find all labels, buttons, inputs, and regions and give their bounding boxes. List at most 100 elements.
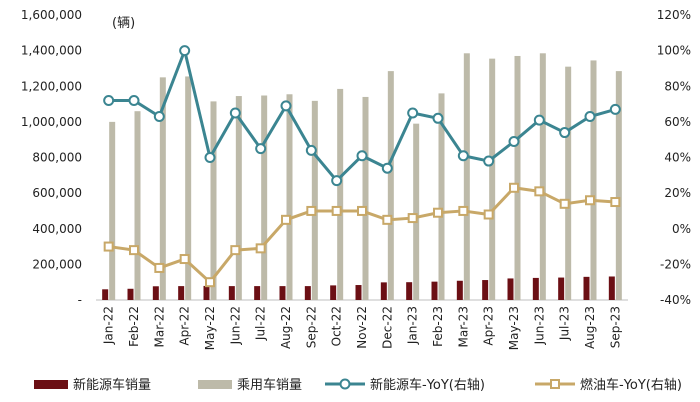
right-tick-label: 100% [657,44,691,58]
legend-label: 燃油车-YoY(右轴) [580,377,682,393]
legend-item: 新能源车-YoY(右轴) [325,377,485,393]
bar-nev-Nov-22 [355,285,362,300]
legend-swatch [34,380,68,389]
point-ice-yoy-Jul-23 [559,198,570,209]
bar-nev-Jul-23 [558,277,565,300]
point-nev-yoy-Jul-23 [559,127,571,139]
point-ice-yoy-Dec-22 [382,214,393,225]
point-nev-yoy-May-22 [204,152,216,163]
bar-nev-May-23 [507,278,514,300]
x-tick-label: Feb-23 [431,306,445,347]
x-tick-label: Aug-22 [279,306,293,349]
bar-nev-May-22 [203,285,210,300]
left-tick-label: 600,000 [32,186,82,200]
bar-passenger-Apr-23 [489,58,496,300]
point-ice-yoy-Jan-23 [407,213,418,224]
x-tick-label: Feb-22 [127,306,141,347]
point-nev-yoy-Jan-23 [407,107,419,119]
left-tick-label: 1,200,000 [21,79,82,93]
right-tick-label: 120% [657,8,691,22]
point-ice-yoy-Apr-23 [483,209,494,220]
point-nev-yoy-Jun-22 [229,107,241,119]
bar-nev-Apr-22 [178,286,185,300]
point-ice-yoy-Aug-22 [281,214,291,225]
bar-nev-Dec-22 [380,282,387,300]
left-tick-label: 1,400,000 [21,44,82,58]
left-tick-label: 1,600,000 [21,8,82,22]
bar-passenger-Jan-22 [109,121,116,301]
right-tick-label: -20% [660,257,691,271]
x-tick-label: Sep-22 [304,306,318,348]
point-ice-yoy-Feb-22 [129,245,139,256]
x-tick-label: Jan-23 [406,306,420,345]
bar-passenger-Jan-23 [413,123,420,300]
bar-passenger-Oct-22 [337,88,344,300]
point-nev-yoy-Jun-23 [533,114,545,126]
x-tick-label: Jul-22 [254,306,268,341]
legend-item: 燃油车-YoY(右轴) [535,377,682,393]
point-nev-yoy-Sep-23 [609,103,621,115]
point-ice-yoy-Oct-22 [331,205,342,216]
point-nev-yoy-Oct-22 [331,175,343,187]
legend-label: 乘用车销量 [237,377,302,393]
point-nev-yoy-May-23 [508,135,520,147]
left-axis-unit: (辆) [112,16,135,31]
point-ice-yoy-Jun-22 [230,245,241,256]
legend-item: 新能源车销量 [34,377,151,393]
line-ice-yoy [108,186,616,284]
bar-nev-Sep-23 [608,276,615,300]
point-ice-yoy-May-23 [509,182,519,193]
point-nev-yoy-Feb-23 [432,112,444,124]
bar-nev-Jun-23 [532,277,539,300]
bar-passenger-Jul-23 [565,66,572,300]
point-nev-yoy-Apr-23 [483,155,495,167]
bar-passenger-Dec-22 [387,71,394,300]
point-ice-yoy-Mar-23 [458,205,469,216]
x-tick-label: Nov-22 [355,306,369,349]
point-ice-yoy-Aug-23 [585,195,595,206]
left-tick-label: 1,000,000 [21,115,82,129]
point-nev-yoy-Jan-22 [103,95,115,106]
x-tick-label: Apr-23 [482,306,496,346]
legend-swatch [198,380,232,389]
left-tick-label: - [78,293,82,307]
point-ice-yoy-Nov-22 [357,205,367,216]
x-tick-label: Mar-22 [152,306,166,347]
point-ice-yoy-Mar-22 [154,262,165,273]
x-tick-label: Mar-23 [456,306,470,347]
bar-passenger-Feb-22 [134,111,141,300]
bar-nev-Jul-22 [254,286,261,300]
legend-label: 新能源车销量 [73,377,151,393]
point-nev-yoy-Dec-22 [381,162,393,174]
right-tick-label: 60% [664,115,691,129]
point-nev-yoy-Mar-23 [457,150,469,162]
x-tick-label: Aug-23 [583,306,597,349]
x-tick-label: Sep-23 [608,306,622,348]
x-tick-label: Jun-22 [228,306,242,345]
point-ice-yoy-Apr-22 [179,254,190,265]
point-nev-yoy-Mar-22 [153,111,165,123]
left-tick-label: 200,000 [32,257,82,271]
left-tick-label: 400,000 [32,222,82,236]
point-nev-yoy-Sep-22 [305,144,317,156]
point-nev-yoy-Aug-23 [584,111,596,123]
bar-nev-Mar-23 [456,280,463,300]
point-ice-yoy-Jun-23 [534,186,545,197]
bar-nev-Aug-22 [279,286,286,300]
point-ice-yoy-Sep-22 [306,205,317,216]
point-nev-yoy-Nov-22 [356,150,368,162]
bar-passenger-Feb-23 [438,93,445,301]
bar-nev-Oct-22 [330,285,337,300]
x-tick-label: May-23 [507,306,521,350]
bar-nev-Jun-22 [228,286,235,300]
bar-passenger-Aug-22 [286,94,293,301]
point-nev-yoy-Apr-22 [179,45,191,57]
bar-nev-Jan-23 [406,282,413,300]
bar-nev-Jan-22 [102,289,109,300]
point-nev-yoy-Aug-22 [280,100,292,112]
x-tick-label: Dec-22 [380,306,394,349]
bar-passenger-Sep-23 [615,71,622,300]
point-nev-yoy-Jul-22 [255,143,267,155]
bar-passenger-Sep-22 [311,100,318,300]
